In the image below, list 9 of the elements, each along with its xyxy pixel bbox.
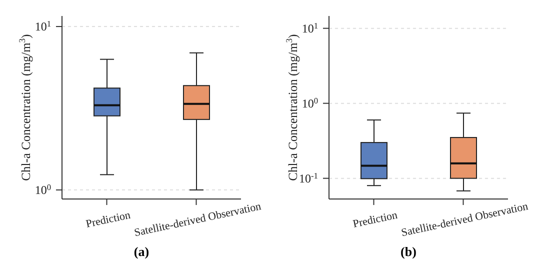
y-tick-label: 10$^{1}$ <box>302 20 318 36</box>
x-axis-title: (a) <box>132 244 150 260</box>
x-tick-label: Prediction <box>84 209 132 230</box>
y-tick-label: 10$^{0}$ <box>34 182 51 197</box>
y-tick-label: 10$^{1}$ <box>34 19 51 34</box>
y-tick-label: 10$^{0}$ <box>302 96 318 110</box>
x-axis-title: (b) <box>400 244 418 260</box>
x-tick-label: Prediction <box>352 209 400 230</box>
y-tick-label: 10$^{-1}$ <box>299 170 318 186</box>
